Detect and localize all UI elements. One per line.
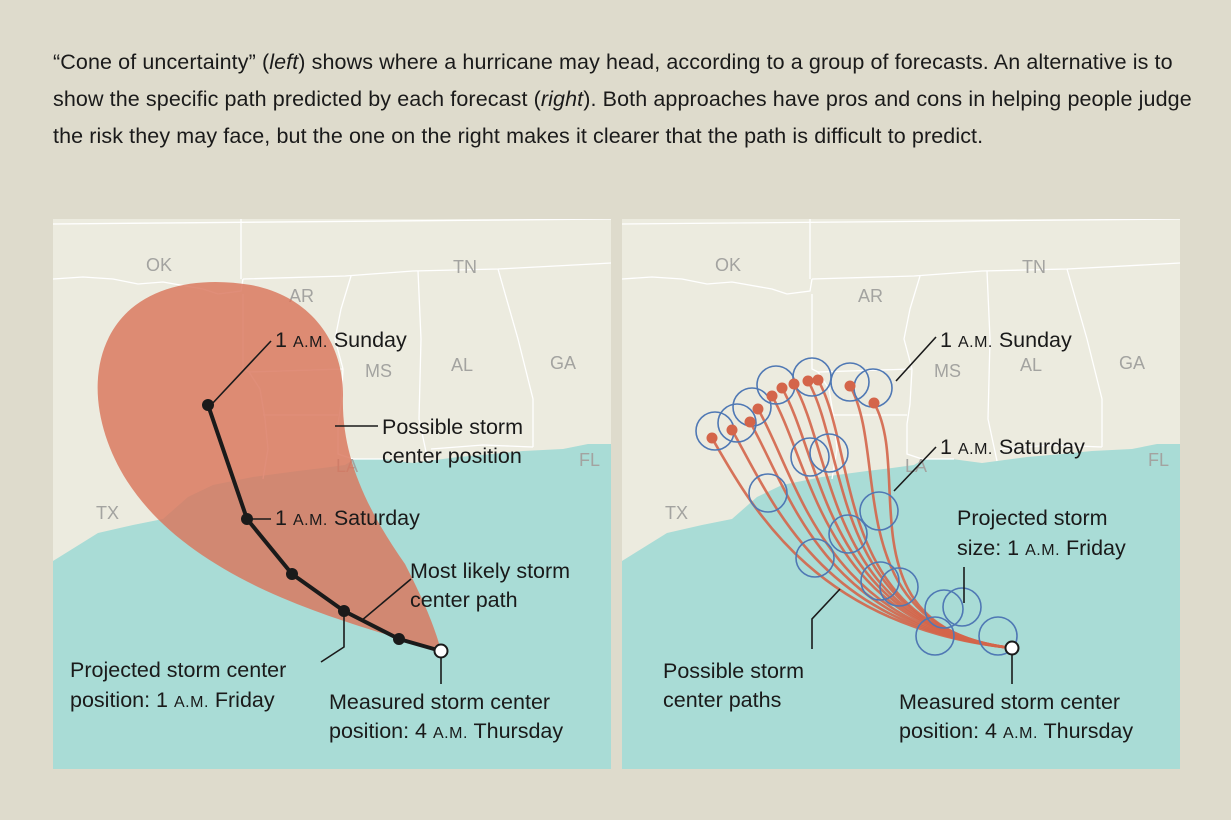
state-label-ms: MS [365,361,392,381]
caption: “Cone of uncertainty” (left) shows where… [53,50,1192,148]
label-possible-paths-1: Possible storm [663,659,804,683]
storm-size-circle [830,362,870,402]
storm-size-circle [809,433,849,473]
measured-position-point [433,643,449,659]
storm-size-circle [748,473,788,513]
storm-size-circle [790,437,830,477]
storm-size-circle [860,561,900,601]
storm-size-circle [795,538,835,578]
label-saturday: 1 A.M. Saturday [940,435,1085,459]
label-sunday: 1 A.M. Sunday [275,328,407,352]
forecast-endpoint [844,380,856,392]
cone-map-panel: OK AR TN MS AL GA LA FL TX 1 A.M. Sunday… [53,219,611,769]
uncertainty-cone [97,281,441,651]
storm-size-circle [828,514,868,554]
state-label-la: LA [905,456,927,476]
leader-possible-paths [811,588,841,649]
path-endpoints [706,374,880,444]
state-label-tx: TX [96,503,119,523]
label-possible-position-2: center position [382,444,522,468]
track-point [241,513,253,525]
label-storm-size-1: Projected storm [957,506,1108,530]
label-sunday: 1 A.M. Sunday [940,328,1072,352]
leader-projected-friday [320,613,345,663]
storm-circles [695,357,1018,656]
state-label-al: AL [451,355,473,375]
storm-size-circle [859,491,899,531]
label-possible-position-1: Possible storm [382,415,523,439]
storm-size-circle [717,403,757,443]
track-point [338,605,350,617]
forecast-endpoint [802,375,814,387]
state-label-ok: OK [715,255,741,275]
annotations: 1 A.M. Sunday 1 A.M. Saturday Projected … [663,328,1133,743]
storm-size-circle [942,587,982,627]
forecast-endpoint [812,374,824,386]
state-label-ms: MS [934,361,961,381]
forecast-path [872,402,1013,650]
state-label-tn: TN [453,257,477,277]
forecast-endpoint [744,416,756,428]
label-storm-size-2: size: 1 A.M. Friday [957,536,1126,560]
leader-likely-path [360,578,412,622]
label-likely-path-1: Most likely storm [410,559,570,583]
forecast-endpoint [726,424,738,436]
forecast-endpoint [868,397,880,409]
state-label-fl: FL [579,450,600,470]
leader-saturday [893,446,937,492]
state-label-ar: AR [858,286,883,306]
label-measured-2: position: 4 A.M. Thursday [899,719,1133,743]
label-projected-1: Projected storm center [70,658,286,682]
track-points [202,399,449,659]
forecast-endpoint [776,382,788,394]
storm-size-circle [879,567,919,607]
state-label-ga: GA [550,353,576,373]
annotations: 1 A.M. Sunday 1 A.M. Saturday Possible s… [70,328,570,743]
state-label-tx: TX [665,503,688,523]
storm-size-circle [924,589,964,629]
label-measured-2: position: 4 A.M. Thursday [329,719,563,743]
most-likely-track [206,404,442,653]
state-label-ok: OK [146,255,172,275]
forecast-endpoint [788,378,800,390]
state-borders [622,219,1180,480]
state-label-tn: TN [1022,257,1046,277]
label-projected-2: position: 1 A.M. Friday [70,688,275,712]
track-point [202,399,214,411]
leader-sunday [895,336,937,382]
track-point [393,633,405,645]
storm-size-circle [978,616,1018,656]
label-saturday: 1 A.M. Saturday [275,506,420,530]
leader-sunday [210,340,272,406]
storm-size-circle [915,616,955,656]
track-point [286,568,298,580]
state-label-fl: FL [1148,450,1169,470]
forecast-endpoint [706,432,718,444]
label-measured-1: Measured storm center [329,690,550,714]
label-measured-1: Measured storm center [899,690,1120,714]
measured-position-point [1004,640,1020,656]
state-labels: OK AR TN MS AL GA LA FL TX [665,255,1169,523]
label-likely-path-2: center path [410,588,518,612]
state-label-al: AL [1020,355,1042,375]
label-possible-paths-2: center paths [663,688,781,712]
state-label-ga: GA [1119,353,1145,373]
forecast-endpoint [766,390,778,402]
forecast-paths-map-panel: OK AR TN MS AL GA LA FL TX 1 A.M. Sunday… [622,219,1180,769]
state-label-ar: AR [289,286,314,306]
forecast-endpoint [752,403,764,415]
